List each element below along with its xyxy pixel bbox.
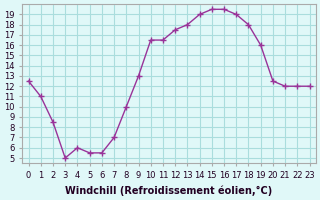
X-axis label: Windchill (Refroidissement éolien,°C): Windchill (Refroidissement éolien,°C) bbox=[65, 185, 273, 196]
